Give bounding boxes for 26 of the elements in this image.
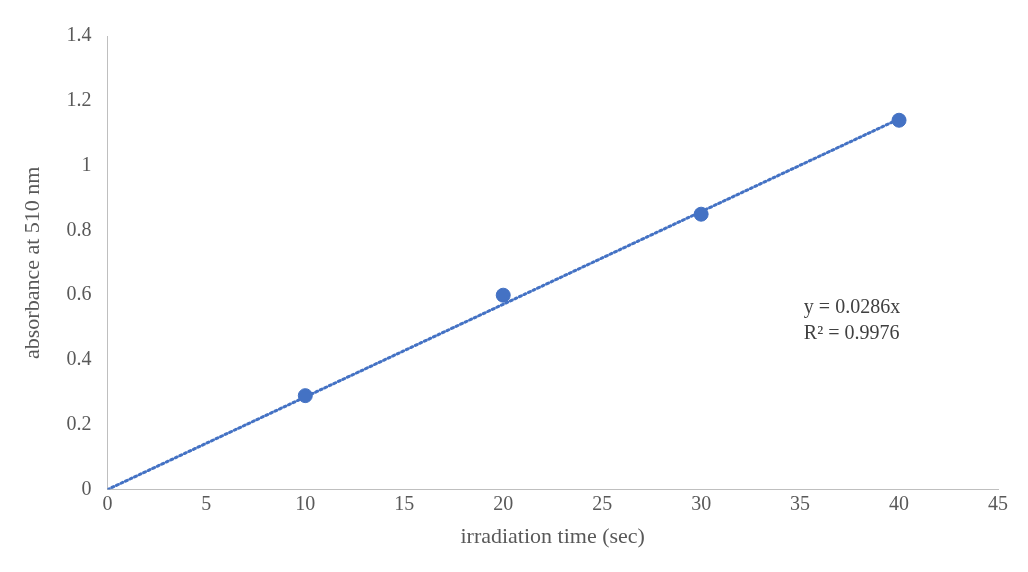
point: [693, 206, 709, 222]
point: [891, 112, 907, 128]
annotation: y = 0.0286x: [803, 295, 901, 319]
annotation: R² = 0.9976: [803, 321, 900, 344]
y-axis-title: absorbance at 510 nm: [18, 166, 44, 360]
x-tick-label: 5: [201, 491, 212, 514]
x-axis-title: irradiation time (sec): [460, 522, 645, 548]
y-tick-label: 0.8: [66, 217, 92, 240]
x-tick-label: 10: [295, 491, 316, 514]
x-tick-label: 15: [394, 491, 415, 514]
y-tick-label: 0: [81, 476, 92, 499]
y-tick-label: 1.2: [66, 88, 92, 111]
x-tick-label: 30: [691, 491, 712, 514]
y-tick-label: 0.4: [66, 347, 92, 370]
y-tick-label: 1.4: [66, 23, 92, 46]
point: [495, 287, 511, 303]
y-tick-label: 0.2: [66, 412, 92, 435]
x-tick-label: 40: [889, 491, 910, 514]
x-tick-label: 0: [102, 491, 113, 514]
x-tick-label: 35: [790, 491, 811, 514]
x-tick-label: 25: [592, 491, 613, 514]
x-tick-label: 45: [988, 491, 1008, 514]
point: [297, 388, 313, 404]
y-tick-label: 1: [81, 152, 92, 175]
y-tick-label: 0.6: [66, 282, 92, 305]
x-tick-label: 20: [493, 491, 514, 514]
